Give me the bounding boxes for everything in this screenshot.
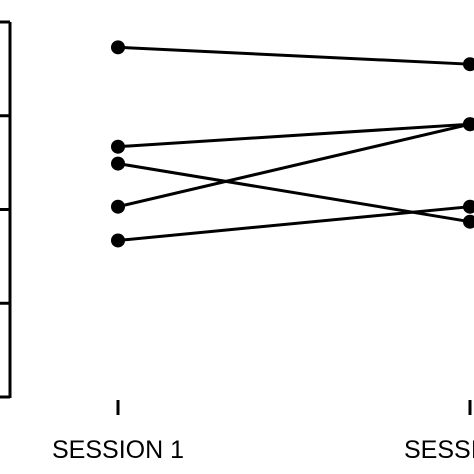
x-tick-label: SESSION 2: [404, 436, 474, 464]
series-line: [117, 45, 471, 66]
point: [463, 117, 474, 132]
point: [111, 40, 125, 55]
point: [111, 199, 125, 214]
point: [111, 156, 125, 171]
point: [111, 139, 125, 154]
point: [463, 57, 474, 72]
series-line: [117, 122, 471, 149]
series-line: [117, 122, 471, 209]
x-tick-label: SESSION 1: [52, 436, 184, 464]
point: [111, 233, 125, 248]
series-line: [117, 205, 471, 242]
point: [463, 214, 474, 229]
point: [463, 199, 474, 214]
